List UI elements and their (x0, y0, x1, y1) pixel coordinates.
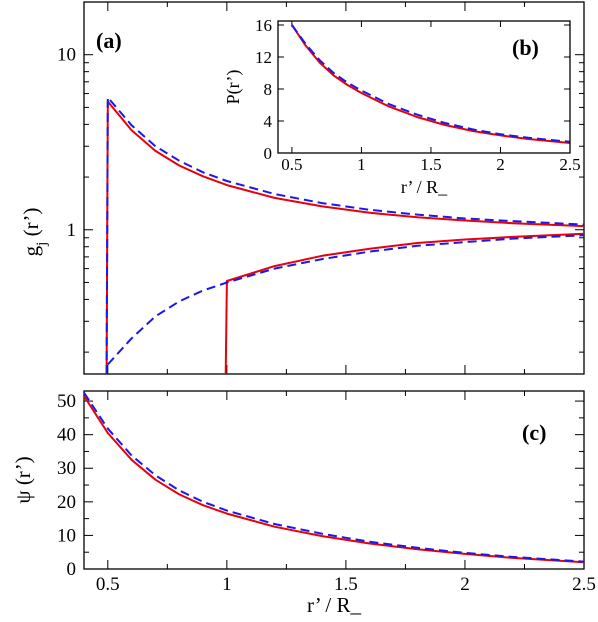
y-tick-label: 10 (57, 525, 76, 546)
panel-b-x-axis-label: r’ / R_ (401, 177, 448, 197)
series-solid-line (224, 232, 585, 375)
x-tick-label: 2.5 (572, 574, 596, 595)
y-tick-label: 1 (67, 220, 77, 241)
y-tick-label: 10 (57, 45, 76, 66)
series-solid-line (291, 24, 571, 144)
y-tick-label: 0 (67, 559, 77, 580)
panel-c-y-axis-label: ψ (r’) (11, 456, 35, 503)
panel-c-series (83, 392, 585, 564)
series-dashed-line (83, 392, 585, 563)
panel-b-x-ticks: 0.5 1 1.5 2 2.5 (281, 21, 581, 174)
y-tick-label: 12 (255, 48, 272, 67)
series-dashed-line (107, 234, 585, 366)
x-tick-label: 1 (357, 155, 366, 174)
y-tick-label: 16 (255, 16, 272, 35)
panel-a-y-axis-label-arg: (r’) (19, 208, 43, 242)
series-dashed-line (291, 24, 571, 143)
panel-a-x-ticks (107, 2, 585, 374)
panel-a-frame (83, 1, 585, 375)
x-tick-label: 2 (496, 155, 505, 174)
panel-a-y-axis-label: gj (r’) (19, 208, 50, 257)
x-tick-label: 0.5 (96, 574, 120, 595)
panel-c-frame (83, 390, 585, 570)
y-tick-label: 20 (57, 492, 76, 513)
x-tick-label: 0.5 (281, 155, 302, 174)
series-solid-line (105, 100, 585, 375)
panel-b-y-axis-label: P(r’) (223, 70, 244, 105)
panel-c-y-ticks: 0 10 20 30 40 50 (57, 391, 584, 580)
y-tick-label: 8 (264, 80, 273, 99)
x-tick-label: 1.5 (334, 574, 358, 595)
x-tick-label: 1 (222, 574, 232, 595)
panel-c-x-axis-label: r’ / R_ (307, 593, 362, 617)
series-solid-line (83, 395, 585, 564)
y-tick-label: 4 (264, 112, 273, 131)
x-tick-label: 2 (460, 574, 470, 595)
panel-c-label: (c) (522, 420, 546, 445)
series-dashed-line (105, 96, 585, 375)
panel-c-x-ticks: 0.5 1 1.5 2 2.5 (96, 391, 596, 595)
panel-a-y-ticks: 110 (57, 45, 584, 353)
panel-a-y-axis-label-main: g (19, 245, 43, 256)
panel-a-y-axis-label-sub: j (34, 242, 50, 247)
panel-b-series (291, 24, 571, 144)
panel-a-series (105, 96, 585, 375)
panel-a-label: (a) (96, 28, 122, 53)
y-tick-label: 30 (57, 458, 76, 479)
y-tick-label: 0 (264, 144, 273, 163)
x-tick-label: 2.5 (559, 155, 580, 174)
panel-b-background (278, 21, 570, 153)
panel-b-frame (277, 20, 571, 154)
panel-b-label: (b) (512, 35, 539, 60)
x-tick-label: 1.5 (420, 155, 441, 174)
panel-c: 0 10 20 30 40 50 0.5 1 1.5 2 2.5 (c) ψ (r’) r’ / … (11, 390, 596, 617)
panel-b-y-ticks: 0 4 8 12 16 (255, 16, 570, 163)
y-tick-label: 40 (57, 425, 76, 446)
panel-a: 110 (a) gj (r’) (19, 1, 585, 375)
y-tick-label: 50 (57, 391, 76, 412)
panel-b-inset: 0 4 8 12 16 0.5 1 1.5 2 2.5 (b) P(r’) r’ / R_ (223, 16, 581, 197)
